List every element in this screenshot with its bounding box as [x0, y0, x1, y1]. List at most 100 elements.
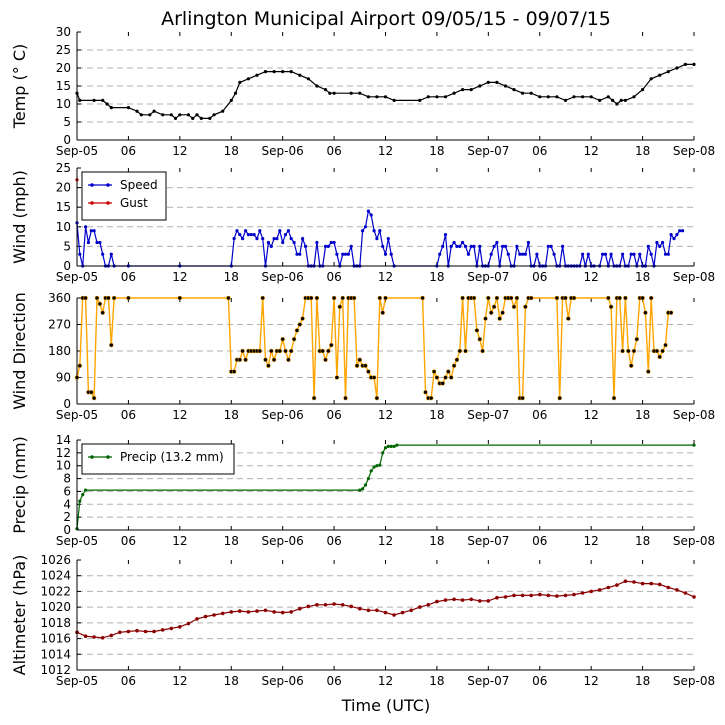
x-tick-label: Sep-06	[262, 144, 304, 158]
data-point-speed	[335, 252, 339, 256]
x-tick-label: 18	[224, 144, 239, 158]
x-tick-label: Sep-08	[673, 674, 715, 688]
data-point-speed	[249, 233, 253, 237]
y-tick-label: 12	[56, 446, 71, 460]
data-point-precip	[383, 446, 388, 450]
data-point-precip	[369, 469, 373, 473]
data-point-alt	[443, 598, 448, 602]
data-point-speed	[361, 229, 365, 233]
data-point-dir	[494, 295, 500, 301]
data-point-alt	[683, 591, 688, 595]
data-point-alt	[100, 636, 105, 640]
y-tick-label: 2	[63, 510, 71, 524]
data-point-dir	[454, 357, 460, 363]
data-point-alt	[160, 628, 165, 632]
data-point-temp	[392, 98, 396, 102]
data-point-speed	[346, 252, 350, 256]
data-point-dir	[611, 395, 617, 401]
legend-label-precip: Precip (13.2 mm)	[120, 450, 224, 464]
data-point-temp	[683, 62, 688, 66]
data-point-precip	[372, 465, 376, 469]
data-point-alt	[615, 583, 619, 587]
data-point-speed	[675, 233, 679, 237]
data-point-alt	[503, 595, 508, 599]
data-point-speed	[638, 252, 642, 256]
data-point-dir	[606, 295, 611, 301]
data-point-temp	[632, 95, 636, 99]
data-point-speed	[375, 237, 379, 241]
data-point-dir	[440, 381, 445, 386]
data-point-speed	[666, 252, 670, 256]
data-point-temp	[126, 106, 130, 110]
data-point-temp	[675, 66, 679, 70]
data-point-temp	[366, 95, 370, 99]
data-point-speed	[369, 213, 373, 217]
data-point-speed	[109, 252, 113, 256]
data-point-alt	[692, 595, 696, 599]
data-point-speed	[286, 229, 290, 233]
data-point-temp	[349, 91, 353, 95]
data-point-speed	[646, 244, 650, 248]
legend-box	[81, 443, 235, 475]
data-point-speed	[272, 237, 276, 241]
data-point-dir	[457, 348, 463, 354]
data-point-temp	[555, 95, 559, 99]
data-point-temp	[315, 84, 319, 88]
y-tick-label: 1024	[40, 569, 71, 583]
data-point-dir	[320, 348, 325, 354]
data-point-alt	[332, 602, 336, 606]
y-tick-label: 90	[56, 371, 71, 385]
data-point-alt	[597, 588, 602, 592]
data-point-precip	[386, 444, 390, 448]
data-point-dir	[354, 363, 360, 368]
data-point-alt	[418, 605, 422, 609]
data-point-speed	[78, 252, 82, 256]
data-point-speed	[478, 244, 482, 248]
x-tick-label: 12	[172, 144, 187, 158]
data-point-temp	[469, 88, 473, 92]
x-tick-label: 12	[172, 408, 187, 422]
data-point-speed	[323, 244, 328, 248]
data-point-alt	[649, 581, 653, 586]
data-point-dir	[428, 395, 434, 401]
data-point-alt	[426, 603, 431, 607]
data-point-precip	[81, 493, 85, 497]
data-point-temp	[486, 80, 490, 84]
data-point-dir	[269, 348, 274, 354]
data-point-precip	[378, 463, 382, 467]
data-point-temp	[246, 77, 250, 81]
data-point-speed	[246, 233, 250, 237]
data-point-speed	[283, 233, 288, 237]
data-point-dir	[660, 348, 665, 354]
x-tick-label: 18	[635, 534, 650, 548]
x-tick-label: 12	[378, 144, 393, 158]
data-point-temp	[581, 95, 585, 99]
data-point-speed	[463, 244, 468, 248]
data-point-temp	[443, 95, 448, 99]
data-point-temp	[598, 98, 602, 102]
data-point-dir	[617, 295, 622, 301]
data-point-temp	[186, 113, 190, 117]
data-point-alt	[152, 629, 156, 634]
data-point-alt	[512, 593, 516, 598]
data-point-temp	[572, 95, 576, 99]
data-point-precip	[358, 488, 362, 492]
data-point-alt	[666, 585, 671, 590]
data-point-speed	[281, 240, 285, 245]
data-point-temp	[692, 62, 696, 66]
data-point-dir	[483, 316, 488, 321]
y-tick-label: 1026	[40, 553, 71, 567]
series-line-temp	[76, 63, 694, 120]
data-point-temp	[611, 98, 615, 102]
data-point-speed	[292, 240, 296, 245]
data-point-speed	[255, 237, 259, 241]
data-point-dir	[443, 375, 448, 380]
data-point-speed	[449, 244, 453, 248]
data-point-dir	[291, 336, 297, 342]
data-point-temp	[101, 98, 105, 102]
data-point-speed	[258, 229, 262, 233]
data-point-precip	[392, 444, 396, 448]
y-axis-label: Wind (mph)	[10, 170, 29, 264]
data-point-dir	[366, 369, 371, 374]
data-point-speed	[326, 244, 330, 248]
